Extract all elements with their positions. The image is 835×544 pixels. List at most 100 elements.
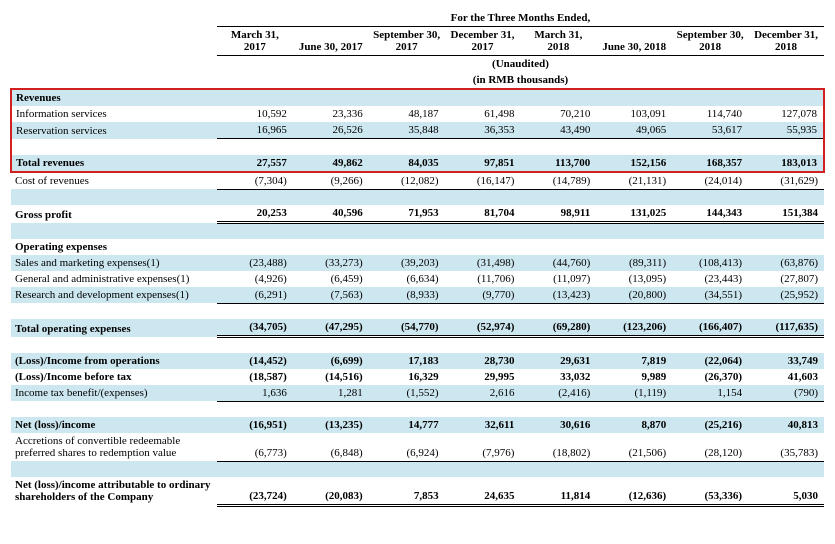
cell: 23,336 (293, 106, 369, 122)
cell: (14,452) (217, 353, 293, 369)
cell: (13,423) (520, 287, 596, 304)
cell: (6,634) (369, 271, 445, 287)
cell: 41,603 (748, 369, 824, 385)
cell: (6,291) (217, 287, 293, 304)
cell: (31,498) (445, 255, 521, 271)
row-accretions: Accretions of convertible redeemable pre… (11, 433, 824, 461)
cell: 40,813 (748, 417, 824, 433)
cell: (7,304) (217, 172, 293, 190)
col-header: March 31, 2017 (217, 27, 293, 56)
cell: (23,724) (217, 477, 293, 505)
cell: 33,032 (520, 369, 596, 385)
col-header: September 30, 2017 (369, 27, 445, 56)
cell: 84,035 (369, 155, 445, 172)
cell: 30,616 (520, 417, 596, 433)
cell: (6,699) (293, 353, 369, 369)
cell: (26,370) (672, 369, 748, 385)
row-label: Sales and marketing expenses(1) (11, 255, 217, 271)
col-header: June 30, 2017 (293, 27, 369, 56)
cell: 33,749 (748, 353, 824, 369)
cell: (18,587) (217, 369, 293, 385)
cell: (31,629) (748, 172, 824, 190)
row-label: Information services (11, 106, 217, 122)
cell: 17,183 (369, 353, 445, 369)
cell: (20,083) (293, 477, 369, 505)
cell: (22,064) (672, 353, 748, 369)
cell: (23,443) (672, 271, 748, 287)
opex-header: Operating expenses (11, 239, 217, 255)
cell: 97,851 (445, 155, 521, 172)
row-income-tax: Income tax benefit/(expenses) 1,636 1,28… (11, 385, 824, 402)
cell: (108,413) (672, 255, 748, 271)
cell: 36,353 (445, 122, 521, 139)
cell: (12,082) (369, 172, 445, 190)
cell: 2,616 (445, 385, 521, 402)
cell: 98,911 (520, 205, 596, 223)
cell: (63,876) (748, 255, 824, 271)
cell: 152,156 (596, 155, 672, 172)
cell: 16,329 (369, 369, 445, 385)
cell: (25,952) (748, 287, 824, 304)
cell: 1,636 (217, 385, 293, 402)
cell: (25,216) (672, 417, 748, 433)
row-loss-income-before-tax: (Loss)/Income before tax (18,587) (14,51… (11, 369, 824, 385)
cell: 29,631 (520, 353, 596, 369)
cell: (16,147) (445, 172, 521, 190)
row-net-loss-income: Net (loss)/income (16,951) (13,235) 14,7… (11, 417, 824, 433)
cell: (4,926) (217, 271, 293, 287)
cell: (2,416) (520, 385, 596, 402)
cell: (1,119) (596, 385, 672, 402)
cell: (34,551) (672, 287, 748, 304)
cell: 114,740 (672, 106, 748, 122)
cell: (117,635) (748, 319, 824, 337)
cell: (12,636) (596, 477, 672, 505)
row-label: Net (loss)/income (11, 417, 217, 433)
cell: 1,281 (293, 385, 369, 402)
cell: 20,253 (217, 205, 293, 223)
cell: 5,030 (748, 477, 824, 505)
cell: 28,730 (445, 353, 521, 369)
cell: 40,596 (293, 205, 369, 223)
row-label: Gross profit (11, 205, 217, 223)
row-total-revenues: Total revenues 27,557 49,862 84,035 97,8… (11, 155, 824, 172)
row-label: General and administrative expenses(1) (11, 271, 217, 287)
cell: (7,563) (293, 287, 369, 304)
cell: 103,091 (596, 106, 672, 122)
cell: 113,700 (520, 155, 596, 172)
cell: 168,357 (672, 155, 748, 172)
cell: (166,407) (672, 319, 748, 337)
cell: 24,635 (445, 477, 521, 505)
cell: (27,807) (748, 271, 824, 287)
cell: (21,131) (596, 172, 672, 190)
unaudited-note: (Unaudited) (217, 56, 824, 73)
cell: 10,592 (217, 106, 293, 122)
cell: (23,488) (217, 255, 293, 271)
cell: (14,516) (293, 369, 369, 385)
row-label: Research and development expenses(1) (11, 287, 217, 304)
units-note: (in RMB thousands) (217, 72, 824, 89)
row-information-services: Information services 10,592 23,336 48,18… (11, 106, 824, 122)
row-cost-of-revenues: Cost of revenues (7,304) (9,266) (12,082… (11, 172, 824, 190)
cell: 183,013 (748, 155, 824, 172)
cell: (11,706) (445, 271, 521, 287)
cell: 43,490 (520, 122, 596, 139)
cell: 32,611 (445, 417, 521, 433)
cell: 55,935 (748, 122, 824, 139)
row-general-admin: General and administrative expenses(1) (… (11, 271, 824, 287)
col-header: December 31, 2017 (445, 27, 521, 56)
cell: (53,336) (672, 477, 748, 505)
cell: 7,853 (369, 477, 445, 505)
cell: (69,280) (520, 319, 596, 337)
row-label: Accretions of convertible redeemable pre… (11, 433, 217, 461)
row-label: Total revenues (11, 155, 217, 172)
cell: 70,210 (520, 106, 596, 122)
row-net-attributable: Net (loss)/income attributable to ordina… (11, 477, 824, 505)
cell: (44,760) (520, 255, 596, 271)
cell: 71,953 (369, 205, 445, 223)
cell: 11,814 (520, 477, 596, 505)
row-sales-marketing: Sales and marketing expenses(1) (23,488)… (11, 255, 824, 271)
cell: (6,848) (293, 433, 369, 461)
cell: (9,770) (445, 287, 521, 304)
row-label: Net (loss)/income attributable to ordina… (11, 477, 217, 505)
row-reservation-services: Reservation services 16,965 26,526 35,84… (11, 122, 824, 139)
